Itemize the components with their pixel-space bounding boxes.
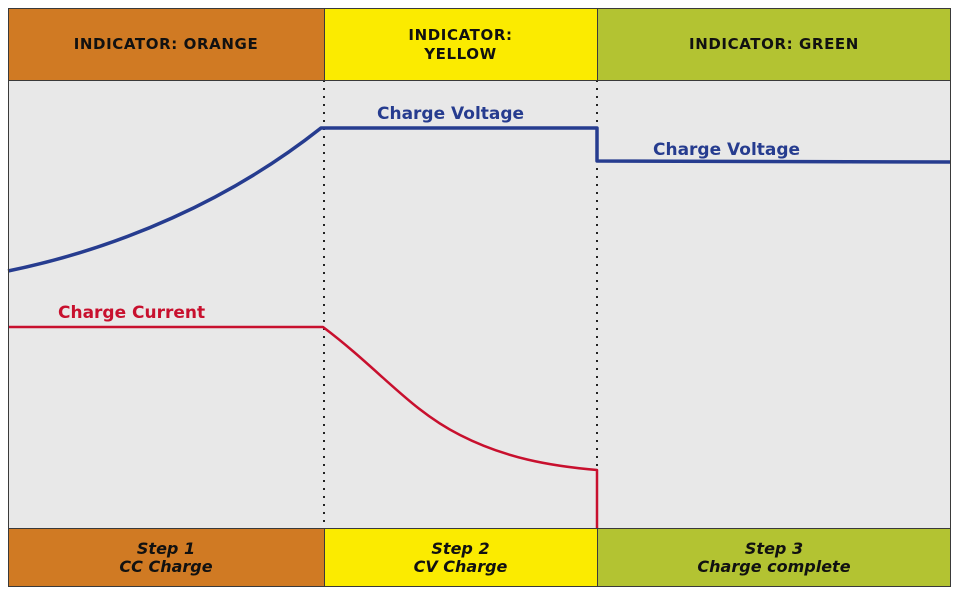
- step-3-cell: Step 3 Charge complete: [597, 528, 951, 587]
- charge-voltage-label-stage2: Charge Voltage: [377, 104, 524, 124]
- column-divider-1: [324, 8, 325, 80]
- step-1-description: CC Charge: [119, 556, 213, 576]
- charge-voltage-curve: [7, 126, 952, 273]
- step-3-description: Charge complete: [697, 556, 851, 576]
- step-2-title: Step 2: [431, 538, 490, 558]
- step-3-title: Step 3: [744, 538, 804, 558]
- indicator-orange-label: INDICATOR: ORANGE: [73, 34, 259, 53]
- column-divider-4: [597, 528, 598, 587]
- footer-divider: [8, 528, 951, 529]
- charge-current-label: Charge Current: [58, 303, 205, 323]
- charge-voltage-label-stage3: Charge Voltage: [653, 140, 800, 160]
- header-divider: [8, 80, 951, 81]
- step-2-description: CV Charge: [413, 556, 508, 576]
- charge-current-curve: [8, 325, 599, 528]
- step-2-cell: Step 2 CV Charge: [324, 528, 597, 587]
- column-divider-3: [324, 528, 325, 587]
- indicator-green-header: INDICATOR: GREEN: [597, 8, 951, 80]
- indicator-yellow-label-line2: YELLOW: [424, 45, 497, 63]
- indicator-yellow-header: INDICATOR: YELLOW: [324, 8, 597, 80]
- indicator-orange-header: INDICATOR: ORANGE: [8, 8, 324, 80]
- plot-area: [8, 80, 951, 528]
- indicator-green-label: INDICATOR: GREEN: [689, 34, 859, 53]
- step-1-cell: Step 1 CC Charge: [8, 528, 324, 587]
- indicator-yellow-label-line1: INDICATOR:: [408, 26, 513, 44]
- step-1-title: Step 1: [136, 538, 196, 558]
- column-divider-2: [597, 8, 598, 80]
